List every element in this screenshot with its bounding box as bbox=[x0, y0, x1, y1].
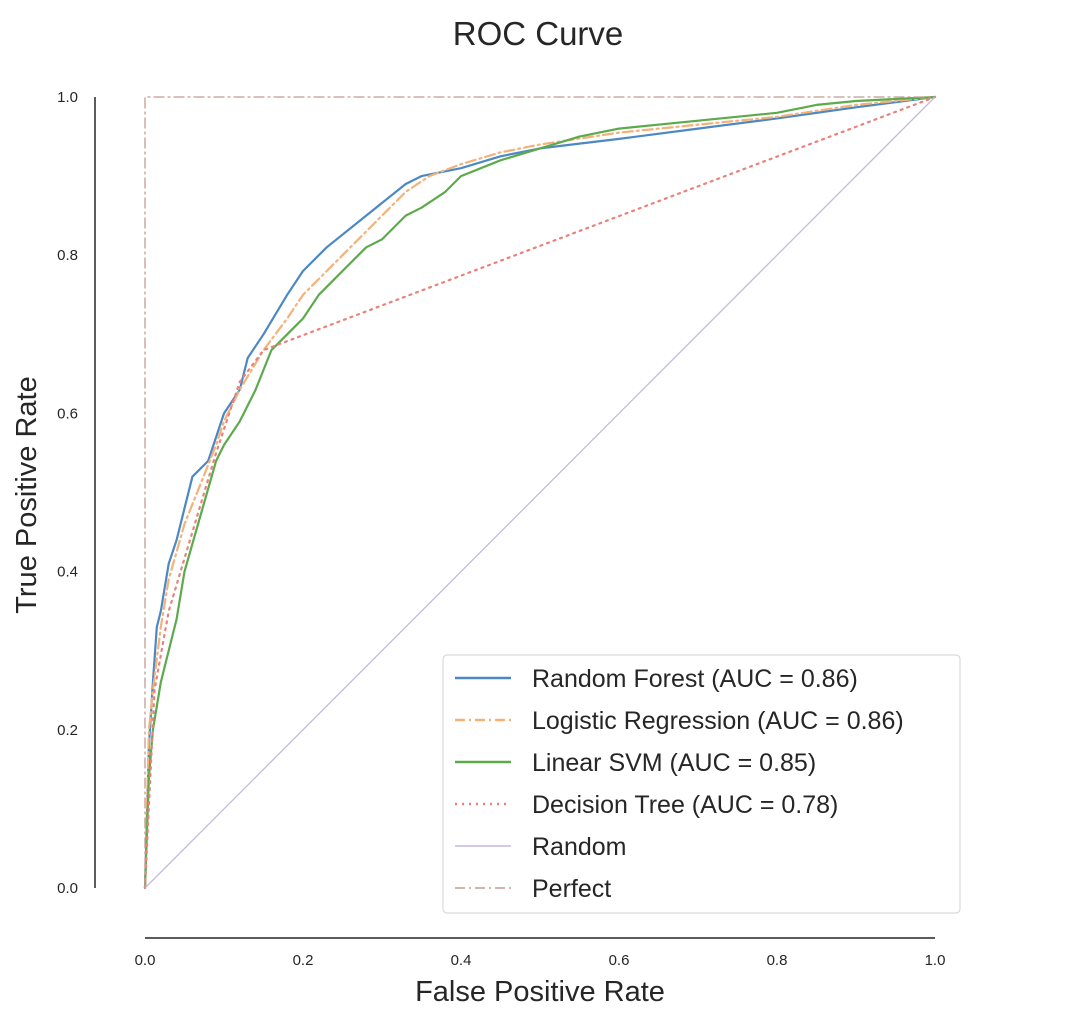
series-line-2 bbox=[143, 95, 937, 890]
y-tick-label: 0.0 bbox=[57, 880, 78, 897]
x-tick-label: 0.8 bbox=[767, 952, 788, 969]
y-tick-label: 0.2 bbox=[57, 722, 78, 739]
x-axis-label: False Positive Rate bbox=[415, 976, 665, 1008]
legend-label-5: Perfect bbox=[532, 875, 611, 903]
series-line-5 bbox=[144, 96, 936, 889]
x-tick-label: 0.2 bbox=[293, 952, 314, 969]
y-tick-labels: 0.0 0.2 0.4 0.6 0.8 1.0 bbox=[57, 89, 78, 897]
series-lines bbox=[143, 95, 937, 890]
series-line-3 bbox=[143, 95, 937, 890]
series-line-1 bbox=[143, 95, 937, 890]
x-tick-label: 0.4 bbox=[451, 952, 472, 969]
legend-label-4: Random bbox=[532, 833, 627, 861]
legend-label-1: Logistic Regression (AUC = 0.86) bbox=[532, 707, 904, 735]
series-line-0 bbox=[143, 95, 937, 890]
legend-label-2: Linear SVM (AUC = 0.85) bbox=[532, 749, 816, 777]
x-tick-label: 1.0 bbox=[925, 952, 946, 969]
chart-title: ROC Curve bbox=[453, 15, 624, 52]
y-tick-label: 0.8 bbox=[57, 247, 78, 264]
legend: Random Forest (AUC = 0.86) Logistic Regre… bbox=[442, 654, 961, 914]
y-tick-label: 0.6 bbox=[57, 405, 78, 422]
legend-box bbox=[442, 654, 961, 914]
x-tick-label: 0.0 bbox=[135, 952, 156, 969]
y-tick-label: 1.0 bbox=[57, 89, 78, 106]
x-tick-labels: 0.0 0.2 0.4 0.6 0.8 1.0 bbox=[135, 952, 946, 969]
series-line-4 bbox=[144, 96, 936, 889]
legend-label-0: Random Forest (AUC = 0.86) bbox=[532, 665, 858, 693]
y-tick-label: 0.4 bbox=[57, 564, 78, 581]
legend-label-3: Decision Tree (AUC = 0.78) bbox=[532, 791, 838, 819]
y-axis-label: True Positive Rate bbox=[11, 376, 43, 613]
x-tick-label: 0.6 bbox=[609, 952, 630, 969]
